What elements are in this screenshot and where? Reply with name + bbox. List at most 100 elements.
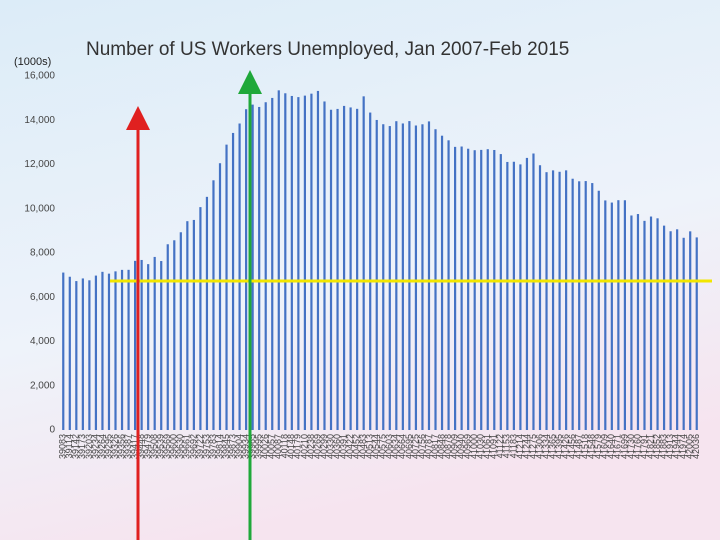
bar xyxy=(388,126,391,430)
y-tick-label: 2,000 xyxy=(30,380,55,391)
x-tick-label: 42005 xyxy=(685,434,695,459)
x-tick-label: 41821 xyxy=(645,434,655,459)
bar xyxy=(349,107,352,430)
x-tick-label: 39814 xyxy=(214,434,224,459)
bar xyxy=(447,140,450,430)
bar xyxy=(369,112,372,430)
x-tick-label: 41579 xyxy=(593,434,603,459)
x-tick-label: 39692 xyxy=(188,434,198,459)
bar xyxy=(310,93,313,430)
bar xyxy=(506,161,509,430)
x-tick-label: 40422 xyxy=(345,434,355,459)
plot: 0 2,000 4,000 6,000 8,000 10,000 12,000 14,000 1… xyxy=(24,71,701,459)
x-tick-label: 40664 xyxy=(397,434,407,459)
x-tick-label: 39661 xyxy=(182,434,192,459)
bar xyxy=(62,272,65,430)
x-tick-label: 40603 xyxy=(384,434,394,459)
x-tick-label: 40026 xyxy=(260,434,270,459)
x-tick-label: 41334 xyxy=(541,434,551,459)
x-tick-label: 40148 xyxy=(286,434,296,459)
bar xyxy=(597,190,600,430)
y-tick-label: 16,000 xyxy=(24,71,55,82)
x-tick-label: 40210 xyxy=(299,434,309,459)
bar xyxy=(101,271,104,430)
bar xyxy=(75,281,78,430)
x-tick-label: 39753 xyxy=(201,434,211,459)
bar xyxy=(630,215,633,430)
bar xyxy=(427,121,431,430)
x-tick-label: 41883 xyxy=(658,434,668,459)
x-tick-label: 39234 xyxy=(90,434,100,459)
bar xyxy=(199,207,202,430)
bar xyxy=(68,276,71,430)
x-tick-label: 40238 xyxy=(306,434,316,459)
x-tick-label: 39173 xyxy=(77,434,87,459)
bar xyxy=(643,220,646,430)
x-tick-label: 41699 xyxy=(619,434,629,459)
bar xyxy=(401,123,404,430)
bar xyxy=(395,121,398,430)
x-tick-label: 41944 xyxy=(672,434,682,459)
x-tick-label: 39387 xyxy=(123,434,133,459)
x-tick-label: 41030 xyxy=(476,434,486,459)
bar xyxy=(676,229,679,430)
y-axis-label: (1000s) xyxy=(14,56,51,68)
bar xyxy=(493,149,496,430)
x-tick-label: 41640 xyxy=(606,434,616,459)
bar xyxy=(473,150,476,430)
bar xyxy=(114,271,117,430)
bar xyxy=(264,102,267,431)
bar xyxy=(467,148,470,431)
x-tick-label: 39417 xyxy=(129,434,139,459)
y-tick-label: 4,000 xyxy=(30,336,55,347)
x-tick-label: 41244 xyxy=(521,434,531,459)
bar xyxy=(271,97,274,430)
x-tick-label: 40634 xyxy=(391,434,401,459)
x-tick-label: 42036 xyxy=(691,434,701,459)
y-tick-label: 12,000 xyxy=(24,159,55,170)
bar xyxy=(551,170,555,430)
x-tick-label: 40483 xyxy=(358,434,368,459)
bar xyxy=(251,104,254,430)
x-tick-label: 40330 xyxy=(325,434,335,459)
bar xyxy=(160,261,163,430)
bar xyxy=(277,90,280,430)
x-tick-label: 41426 xyxy=(560,434,570,459)
bar xyxy=(81,278,84,430)
bar xyxy=(565,170,568,430)
x-tick-label: 41365 xyxy=(547,434,557,459)
x-tick-label: 40057 xyxy=(267,434,277,459)
x-tick-label: 39479 xyxy=(143,434,153,459)
bar xyxy=(499,154,502,430)
x-tick-label: 39965 xyxy=(247,434,257,459)
bar xyxy=(604,200,607,430)
x-tick-label: 39326 xyxy=(110,434,120,459)
bar xyxy=(336,108,339,430)
x-tick-label: 39569 xyxy=(162,434,172,459)
bar xyxy=(454,146,457,430)
x-tick-label: 40787 xyxy=(423,434,433,459)
bar xyxy=(486,149,489,430)
x-tick-label: 41183 xyxy=(508,434,518,458)
bar xyxy=(107,273,111,430)
y-tick-label: 0 xyxy=(49,425,55,436)
bar xyxy=(238,123,241,430)
x-tick-label: 41122 xyxy=(495,434,505,458)
x-tick-label: 40575 xyxy=(378,434,388,459)
bar xyxy=(662,225,666,430)
x-tick-label: 41275 xyxy=(528,434,538,459)
bar xyxy=(225,144,228,430)
x-tick-label: 39995 xyxy=(254,434,264,459)
x-tick-label: 40179 xyxy=(293,434,303,459)
y-tick-label: 10,000 xyxy=(24,203,55,214)
bar xyxy=(695,237,698,430)
bar xyxy=(682,237,685,430)
x-tick-label: 40909 xyxy=(449,434,459,459)
x-tick-label: 41791 xyxy=(639,434,649,459)
x-tick-label: 41548 xyxy=(587,434,597,459)
bar xyxy=(342,105,346,431)
bar xyxy=(584,181,587,430)
x-tick-label: 39264 xyxy=(97,434,107,459)
bar xyxy=(649,216,653,430)
bar xyxy=(414,125,418,430)
